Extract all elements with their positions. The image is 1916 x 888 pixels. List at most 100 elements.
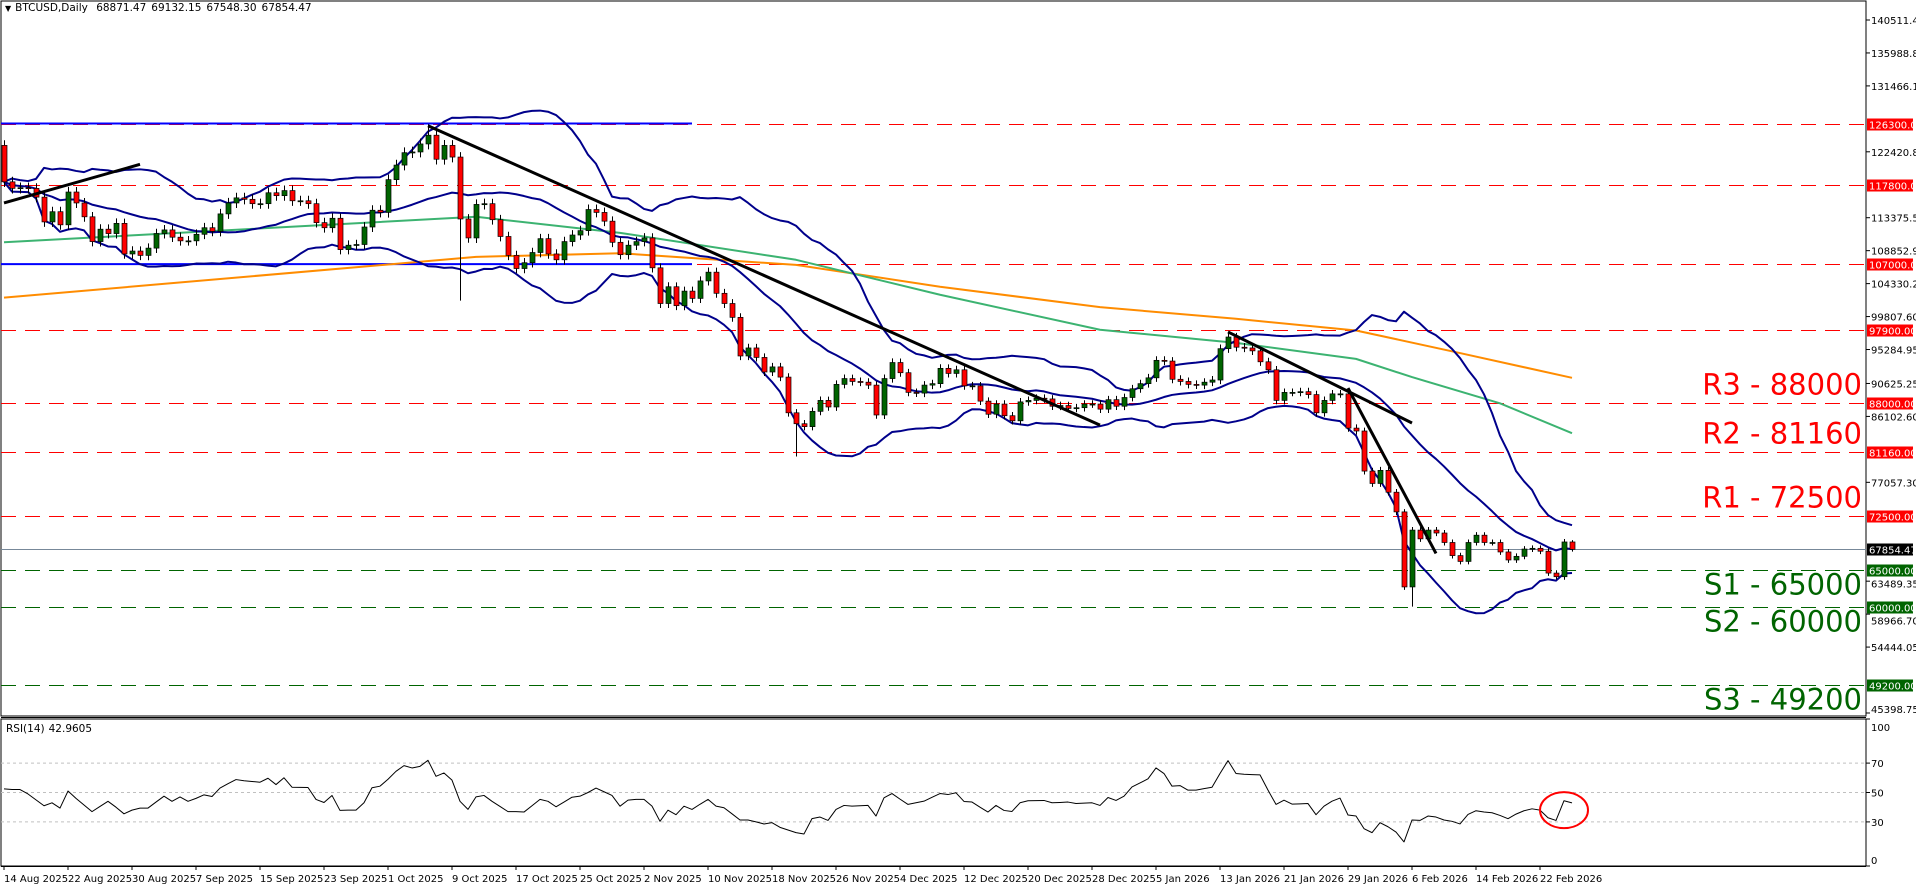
candle-body [865,381,872,386]
candle-bearish [545,233,552,259]
candle-body [297,200,304,203]
y-tick-label: 86102.60 [1871,413,1916,424]
candle-body [1001,403,1008,417]
candle-bearish [177,232,184,246]
candle-bearish [1257,346,1264,366]
candle-body [1209,379,1216,383]
candle-bullish [1529,545,1536,553]
candle-bullish [481,198,488,210]
candle-body [1345,393,1352,429]
candle-body [1105,399,1112,410]
candle-body [49,211,56,223]
candle-bullish [561,236,568,265]
y-tick-label: 113375.55 [1871,214,1916,225]
candle-bullish [1329,389,1336,405]
level-price-label: 126300.00 [1869,121,1916,132]
candle-bearish [897,358,904,377]
candle-bullish [953,365,960,378]
candle-bearish [457,152,464,301]
candle-bullish [537,233,544,258]
candle-body [161,229,168,234]
candle-body [1497,542,1504,553]
candle-bearish [657,263,664,308]
candle-bullish [1025,396,1032,406]
candle-bearish [1185,377,1192,389]
level-price-tag [1867,118,1913,131]
candle-bearish [713,267,720,298]
candle-body [17,187,24,190]
candle-bearish [1433,527,1440,537]
candle-bearish [41,192,48,227]
candle-bearish [449,140,456,163]
candle-body [561,241,568,261]
candle-bullish [929,379,936,390]
candle-body [1361,430,1368,472]
candle-bullish [1321,396,1328,417]
candle-body [953,369,960,374]
candle-body [889,362,896,379]
candle-body [1017,401,1024,422]
y-tick-label: 131466.15 [1871,82,1916,93]
candle-body [521,262,528,269]
x-tick-label: 9 Oct 2025 [452,874,507,885]
candle-bearish [1305,387,1312,399]
candle-body [137,250,144,256]
rsi-scale-label: 30 [1871,818,1884,829]
candle-bullish [441,140,448,165]
candle-bullish [129,246,136,259]
candle-body [545,238,552,255]
candle-body [1313,394,1320,414]
y-tick-label: 122420.85 [1871,148,1916,159]
candle-body [1297,391,1304,394]
candle-bearish [961,365,968,390]
candle-bullish [1297,387,1304,397]
candle-body [153,233,160,249]
candle-bearish [1497,539,1504,555]
candle-bearish [105,224,112,239]
bollinger-middle-band [3,180,1573,552]
trendline [3,162,141,205]
candle-bullish [1513,553,1520,563]
candle-body [1257,350,1264,363]
candle-body [1393,491,1400,513]
x-tick-label: 12 Dec 2025 [964,874,1028,885]
level-price-tag [1867,446,1913,459]
candle-body [1489,542,1496,544]
candle-bearish [649,233,656,273]
candle-bullish [1289,388,1296,397]
candle-body [961,369,968,387]
level-annotation-r2: R2 - 81160 [1702,417,1862,451]
candle-bullish [641,233,648,247]
candle-bullish [65,186,72,230]
candle-bearish [73,186,80,209]
candle-body [105,228,112,234]
rsi-scale-label: 0 [1871,856,1877,867]
candle-body [1201,381,1208,386]
candle-body [857,381,864,383]
candle-body [873,384,880,416]
collapse-triangle-icon[interactable]: ▼ [5,4,12,13]
candle-body [937,367,944,385]
candle-bearish [377,205,384,218]
candle-body [1417,529,1424,540]
y-tick-label: 108852.90 [1871,247,1916,258]
candle-body [681,290,688,307]
candle-body [849,378,856,382]
candle-bullish [1489,539,1496,546]
candle-body [769,366,776,373]
candle-body [1089,403,1096,406]
candle-body [89,216,96,242]
candle-body [753,347,760,358]
candle-body [193,233,200,242]
level-annotation-s1: S1 - 65000 [1704,568,1862,602]
candle-bearish [737,313,744,361]
candle-body [1561,541,1568,578]
candle-bullish [1105,395,1112,414]
close-value: 67854.47 [261,2,312,14]
candle-bearish [553,249,560,265]
candle-bearish [89,211,96,247]
level-price-label: 97900.00 [1869,327,1916,338]
candle-bullish [97,224,104,247]
candle-body [777,366,784,378]
